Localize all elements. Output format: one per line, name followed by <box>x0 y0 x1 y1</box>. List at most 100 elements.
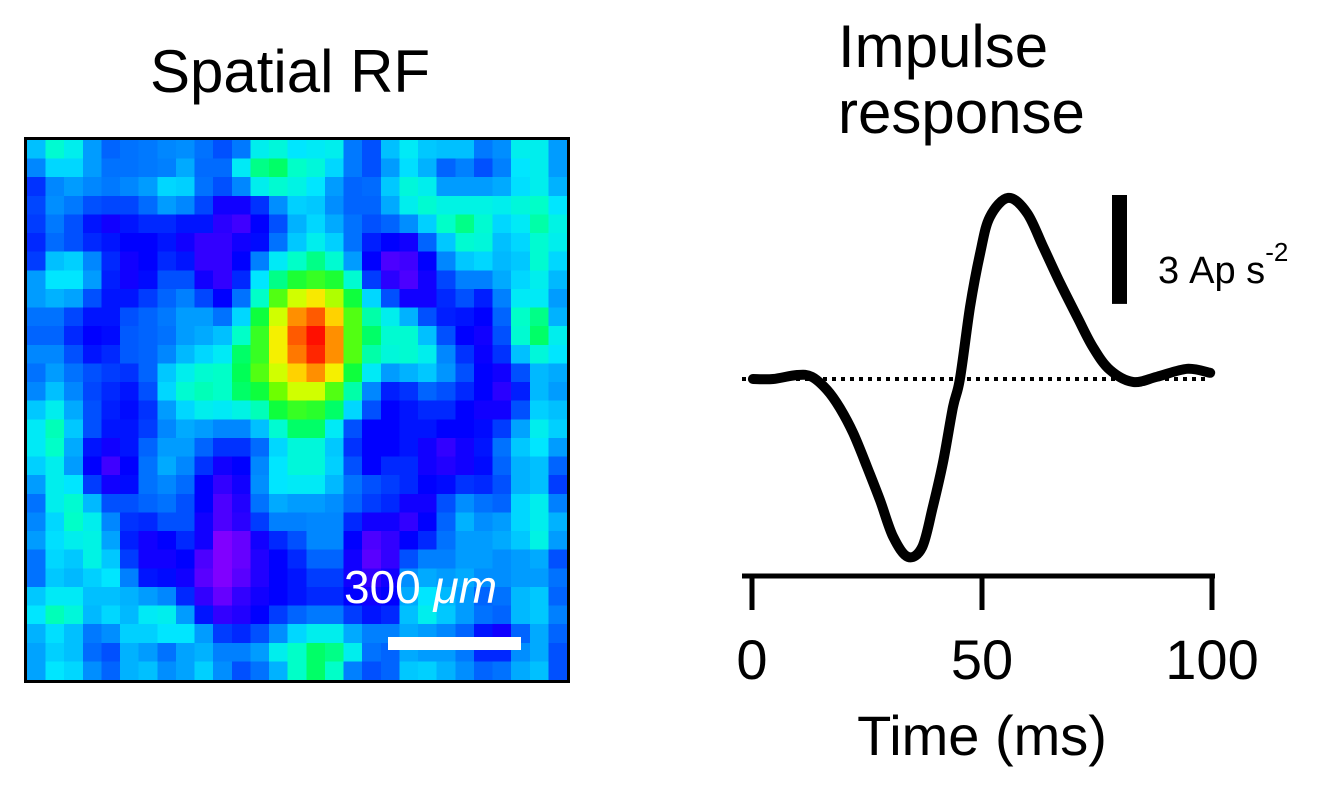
heatmap-cell <box>511 493 531 514</box>
heatmap-cell <box>306 251 326 271</box>
heatmap-cell <box>120 437 140 458</box>
heatmap-cell <box>213 326 233 346</box>
heatmap-cell <box>455 549 475 569</box>
heatmap-cell <box>27 400 47 420</box>
heatmap-cell <box>343 251 363 271</box>
heatmap-cell <box>287 177 307 197</box>
heatmap-cell <box>418 177 438 197</box>
heatmap-cell <box>269 642 289 662</box>
heatmap-cell <box>138 382 158 402</box>
heatmap-cell <box>269 549 289 569</box>
heatmap-cell <box>82 326 103 346</box>
heatmap-cell <box>27 363 47 383</box>
heatmap-cell <box>101 400 121 420</box>
heatmap-cell <box>343 493 363 514</box>
heatmap-cell <box>120 270 140 290</box>
heatmap-cell <box>157 661 177 680</box>
heatmap-cell <box>157 158 177 178</box>
heatmap-cell <box>157 437 177 458</box>
heatmap-cell <box>27 568 47 588</box>
heatmap-cell <box>362 326 382 346</box>
heatmap-cell <box>399 437 419 458</box>
heatmap-cell <box>194 661 214 680</box>
heatmap-cell <box>418 307 438 327</box>
heatmap-cell <box>82 288 103 309</box>
heatmap-cell <box>250 493 270 514</box>
heatmap-cell <box>473 233 494 253</box>
heatmap-cell <box>138 158 158 178</box>
heatmap-cell <box>287 326 307 346</box>
heatmap-cell <box>436 493 456 514</box>
heatmap-cell <box>380 251 401 271</box>
heatmap-cell <box>213 195 233 216</box>
heatmap-cell <box>120 605 140 625</box>
rf-scale-bar-unit: μm <box>433 561 498 613</box>
heatmap-cell <box>138 456 158 476</box>
heatmap-cell <box>120 400 140 420</box>
heatmap-cell <box>120 326 140 346</box>
heatmap-cell <box>492 661 512 680</box>
heatmap-cell <box>418 195 438 216</box>
heatmap-cell <box>492 233 512 253</box>
heatmap-cell <box>511 512 531 532</box>
heatmap-cell <box>492 363 512 383</box>
heatmap-cell <box>548 270 567 290</box>
heatmap-cell <box>64 233 84 253</box>
heatmap-cell <box>418 400 438 420</box>
heatmap-cell <box>343 326 363 346</box>
heatmap-cell <box>250 326 270 346</box>
heatmap-cell <box>82 195 103 216</box>
heatmap-cell <box>194 605 214 625</box>
heatmap-cell <box>120 344 140 365</box>
heatmap-cell <box>269 195 289 216</box>
heatmap-cell <box>194 270 214 290</box>
heatmap-cell <box>324 270 345 290</box>
heatmap-cell <box>287 382 307 402</box>
heatmap-cell <box>473 214 494 234</box>
heatmap-cell <box>157 251 177 271</box>
heatmap-cell <box>492 456 512 476</box>
heatmap-cell <box>399 251 419 271</box>
heatmap-cell <box>45 531 65 551</box>
heatmap-cell <box>455 419 475 439</box>
heatmap-cell <box>436 661 456 680</box>
heatmap-cell <box>473 605 494 625</box>
heatmap-cell <box>418 363 438 383</box>
heatmap-cell <box>418 512 438 532</box>
heatmap-cell <box>175 363 196 383</box>
heatmap-cell <box>473 419 494 439</box>
heatmap-cell <box>157 214 177 234</box>
heatmap-cell <box>175 344 196 365</box>
heatmap-cell <box>27 288 47 309</box>
heatmap-cell <box>455 363 475 383</box>
heatmap-cell <box>473 326 494 346</box>
heatmap-cell <box>250 400 270 420</box>
heatmap-cell <box>380 233 401 253</box>
heatmap-cell <box>175 214 196 234</box>
heatmap-cell <box>343 437 363 458</box>
heatmap-cell <box>287 288 307 309</box>
heatmap-cell <box>138 493 158 514</box>
heatmap-cell <box>473 493 494 514</box>
heatmap-cell <box>380 158 401 178</box>
heatmap-cell <box>473 140 494 160</box>
heatmap-cell <box>45 549 65 569</box>
heatmap-cell <box>455 177 475 197</box>
heatmap-cell <box>213 177 233 197</box>
heatmap-cell <box>418 288 438 309</box>
heatmap-cell <box>45 400 65 420</box>
heatmap-cell <box>175 270 196 290</box>
heatmap-cell <box>306 512 326 532</box>
x-axis: 0 50 100 <box>736 573 1259 691</box>
heatmap-cell <box>64 475 84 495</box>
heatmap-cell <box>324 288 345 309</box>
heatmap-cell <box>436 400 456 420</box>
heatmap-cell <box>120 307 140 327</box>
heatmap-cell <box>269 568 289 588</box>
heatmap-cell <box>473 251 494 271</box>
heatmap-cell <box>473 437 494 458</box>
heatmap-cell <box>138 419 158 439</box>
heatmap-cell <box>380 382 401 402</box>
heatmap-cell <box>250 661 270 680</box>
heatmap-cell <box>231 475 252 495</box>
